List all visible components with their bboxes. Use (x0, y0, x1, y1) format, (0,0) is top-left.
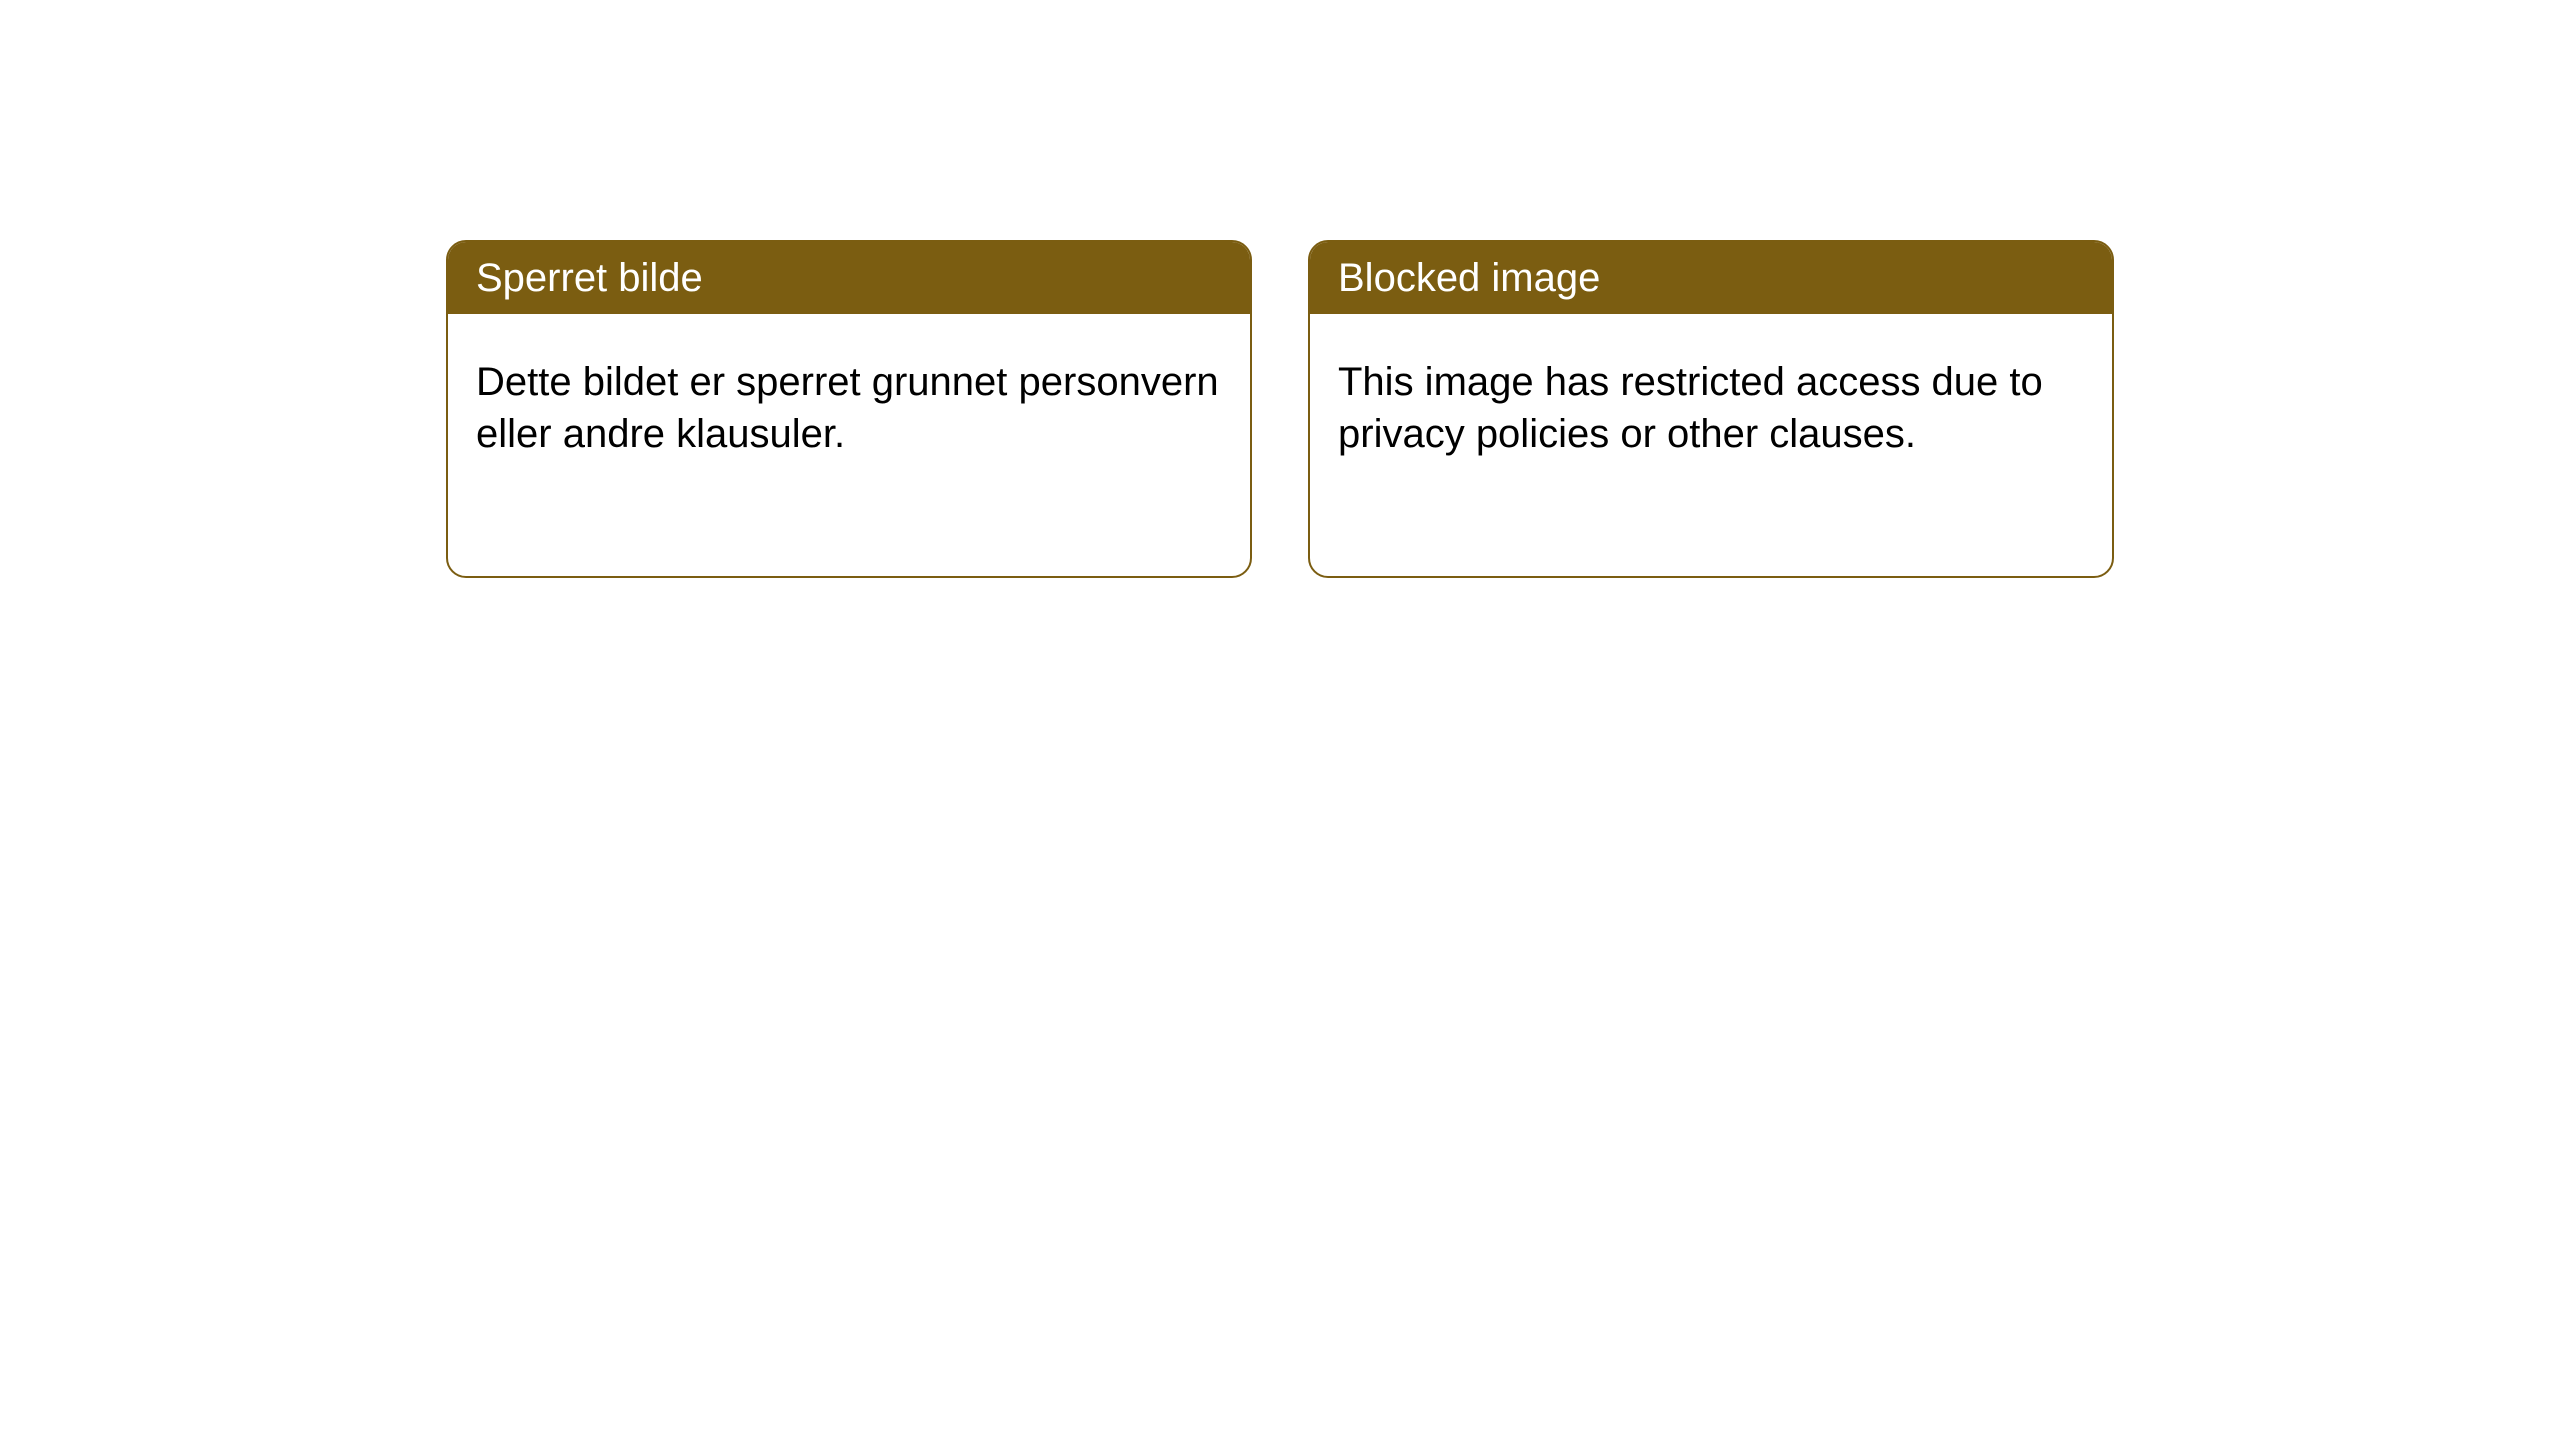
blocked-image-card-en: Blocked image This image has restricted … (1308, 240, 2114, 578)
card-body: Dette bildet er sperret grunnet personve… (448, 314, 1250, 488)
notice-container: Sperret bilde Dette bildet er sperret gr… (0, 0, 2560, 578)
card-header: Blocked image (1310, 242, 2112, 314)
card-body-text: This image has restricted access due to … (1338, 360, 2043, 456)
card-header: Sperret bilde (448, 242, 1250, 314)
card-body: This image has restricted access due to … (1310, 314, 2112, 488)
card-body-text: Dette bildet er sperret grunnet personve… (476, 360, 1219, 456)
card-title: Sperret bilde (476, 256, 703, 300)
card-title: Blocked image (1338, 256, 1600, 300)
blocked-image-card-no: Sperret bilde Dette bildet er sperret gr… (446, 240, 1252, 578)
